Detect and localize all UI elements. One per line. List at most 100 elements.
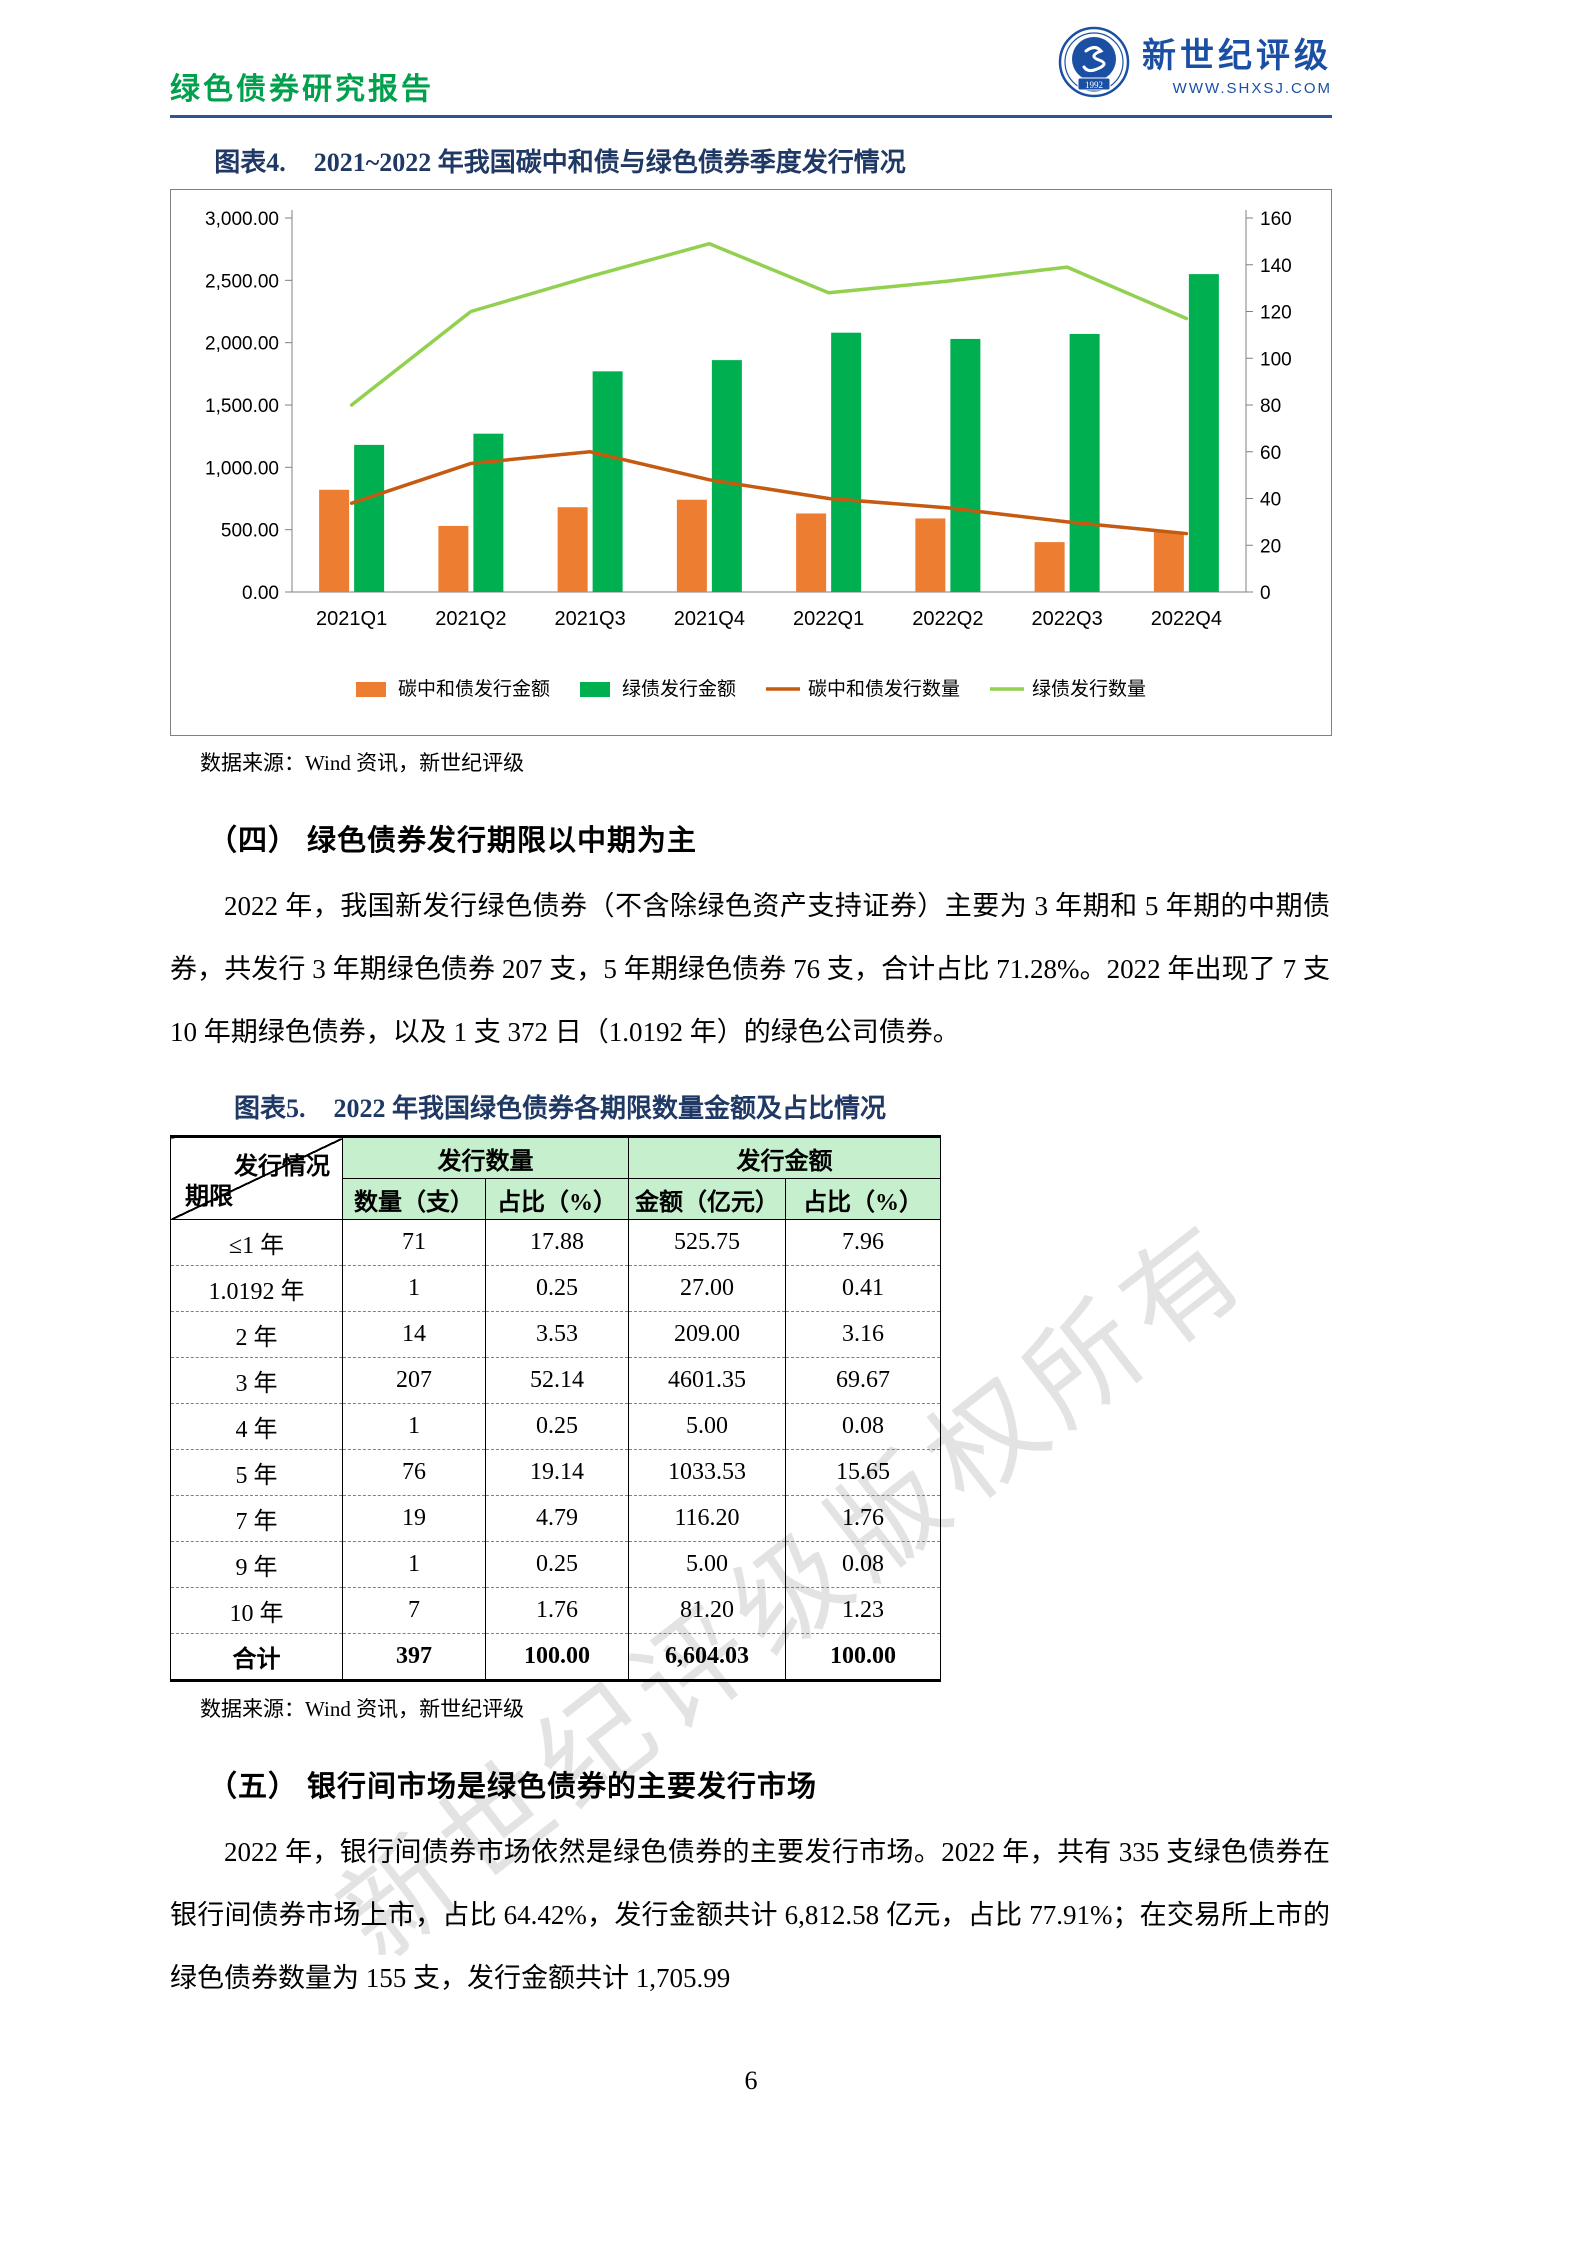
svg-text:2,500.00: 2,500.00: [205, 271, 279, 292]
value-cell: 15.65: [785, 1449, 941, 1496]
section4-paragraph: 2022 年，我国新发行绿色债券（不含除绿色资产支持证券）主要为 3 年期和 5…: [170, 891, 1330, 1047]
value-cell: 0.25: [485, 1541, 629, 1588]
value-cell: 100.00: [485, 1633, 629, 1681]
value-cell: 17.88: [485, 1219, 629, 1266]
svg-text:绿债发行金额: 绿债发行金额: [622, 678, 736, 700]
logo-company-name: 新世纪评级: [1142, 37, 1332, 75]
figure4-chart: 0.00 500.00 1,000.00 1,500.00 2,000.00 2,500.…: [170, 189, 1332, 736]
value-cell: 4601.35: [628, 1357, 786, 1404]
corner-label-term: 期限: [185, 1184, 233, 1210]
svg-text:40: 40: [1260, 490, 1281, 511]
value-cell: 0.25: [485, 1403, 629, 1450]
value-cell: 52.14: [485, 1357, 629, 1404]
value-cell: 0.08: [785, 1403, 941, 1450]
term-label-cell: 10 年: [170, 1587, 343, 1634]
subheader-count: 数量（支）: [342, 1178, 486, 1220]
group-header-count: 发行数量: [342, 1136, 629, 1179]
chart-lines: [349, 241, 1189, 536]
table-group-header-row: 发行情况 期限 发行数量 发行金额: [170, 1136, 941, 1220]
svg-text:0.00: 0.00: [242, 583, 279, 604]
value-cell: 69.67: [785, 1357, 941, 1404]
value-cell: 14: [342, 1311, 486, 1358]
figure5-source: 数据来源：Wind 资讯，新世纪评级: [200, 1697, 525, 1721]
term-label-cell: 合计: [170, 1633, 343, 1681]
value-cell: 1.76: [785, 1495, 941, 1542]
figure5-label: 图表5.: [233, 1094, 306, 1123]
figure4-chart-svg: 0.00 500.00 1,000.00 1,500.00 2,000.00 2,500.…: [205, 209, 1292, 700]
svg-text:80: 80: [1260, 396, 1281, 417]
value-cell: 3.16: [785, 1311, 941, 1358]
figure5-table: 发行情况 期限 发行数量 发行金额 数量（支） 占比（%） 金额（亿元） 占比（…: [170, 1135, 941, 1682]
section5-heading: （五） 银行间市场是绿色债券的主要发行市场: [208, 1771, 818, 1803]
svg-text:碳中和债发行金额: 碳中和债发行金额: [398, 678, 550, 700]
svg-text:2022Q1: 2022Q1: [793, 608, 864, 630]
term-label-cell: 2 年: [170, 1311, 343, 1358]
svg-text:2021Q2: 2021Q2: [435, 608, 506, 630]
value-cell: 0.25: [485, 1265, 629, 1312]
table-row: 合计 397 100.00 6,604.03 100.00: [170, 1633, 941, 1681]
svg-text:100: 100: [1260, 349, 1292, 370]
value-cell: 397: [342, 1633, 486, 1681]
logo-website: WWW.SHXSJ.COM: [1172, 79, 1332, 97]
figure4-label: 图表4.: [214, 148, 286, 177]
table-row: 10 年 7 1.76 81.20 1.23: [170, 1587, 941, 1634]
table-row: 3 年 207 52.14 4601.35 69.67: [170, 1357, 941, 1404]
svg-text:2021Q1: 2021Q1: [316, 608, 387, 630]
logo-emblem-icon: 1992: [1058, 26, 1130, 98]
figure4-title: 图表4. 2021~2022 年我国碳中和债与绿色债券季度发行情况: [170, 142, 950, 179]
svg-text:2022Q4: 2022Q4: [1151, 608, 1222, 630]
page-content: 绿色债券研究报告 1992 新世纪评级 WWW.SHXSJ.COM 图表4. 20…: [170, 0, 1332, 2010]
svg-text:2,000.00: 2,000.00: [205, 334, 279, 355]
group-header-amount: 发行金额: [628, 1136, 941, 1179]
corner-label-issuance: 发行情况: [234, 1154, 330, 1180]
table-row: 1.0192 年 1 0.25 27.00 0.41: [170, 1265, 941, 1312]
value-cell: 1.23: [785, 1587, 941, 1634]
term-label-cell: 4 年: [170, 1403, 343, 1450]
value-cell: 71: [342, 1219, 486, 1266]
table-row: 2 年 14 3.53 209.00 3.16: [170, 1311, 941, 1358]
table-row: 4 年 1 0.25 5.00 0.08: [170, 1403, 941, 1450]
value-cell: 0.08: [785, 1541, 941, 1588]
value-cell: 27.00: [628, 1265, 786, 1312]
table-corner-cell: 发行情况 期限: [170, 1136, 343, 1220]
term-label-cell: ≤1 年: [170, 1219, 343, 1266]
svg-text:1,000.00: 1,000.00: [205, 458, 279, 479]
table-row: 5 年 76 19.14 1033.53 15.65: [170, 1449, 941, 1496]
logo-year: 1992: [1085, 80, 1103, 90]
value-cell: 5.00: [628, 1541, 786, 1588]
value-cell: 1: [342, 1265, 486, 1312]
figure5-title-text: 2022 年我国绿色债券各期限数量金额及占比情况: [333, 1094, 887, 1123]
page-number: 6: [744, 2066, 758, 2095]
legend-item: 绿债发行数量: [990, 678, 1146, 700]
value-cell: 1033.53: [628, 1449, 786, 1496]
logo-text-block: 新世纪评级 WWW.SHXSJ.COM: [1142, 28, 1332, 97]
section4-heading: （四） 绿色债券发行期限以中期为主: [208, 825, 698, 857]
svg-text:2021Q3: 2021Q3: [555, 608, 626, 630]
term-label-cell: 1.0192 年: [170, 1265, 343, 1312]
value-cell: 6,604.03: [628, 1633, 786, 1681]
chart-legend: 碳中和债发行金额 绿债发行金额 碳中和债发行数量 绿债发行数量: [356, 678, 1146, 700]
value-cell: 19: [342, 1495, 486, 1542]
value-cell: 7.96: [785, 1219, 941, 1266]
svg-text:120: 120: [1260, 303, 1292, 324]
value-cell: 116.20: [628, 1495, 786, 1542]
svg-text:碳中和债发行数量: 碳中和债发行数量: [808, 678, 960, 700]
value-cell: 1.76: [485, 1587, 629, 1634]
value-cell: 19.14: [485, 1449, 629, 1496]
svg-text:20: 20: [1260, 536, 1281, 557]
svg-text:140: 140: [1260, 256, 1292, 277]
subheader-amount: 金额（亿元）: [628, 1178, 786, 1220]
header-divider: [170, 115, 1332, 118]
value-cell: 5.00: [628, 1403, 786, 1450]
figure4-title-text: 2021~2022 年我国碳中和债与绿色债券季度发行情况: [313, 148, 906, 177]
svg-text:0: 0: [1260, 583, 1271, 604]
subheader-amount-pct: 占比（%）: [785, 1178, 941, 1220]
value-cell: 7: [342, 1587, 486, 1634]
value-cell: 81.20: [628, 1587, 786, 1634]
value-cell: 1: [342, 1541, 486, 1588]
table-row: 9 年 1 0.25 5.00 0.08: [170, 1541, 941, 1588]
legend-item: 碳中和债发行数量: [766, 678, 960, 700]
table-row: 7 年 19 4.79 116.20 1.76: [170, 1495, 941, 1542]
term-label-cell: 9 年: [170, 1541, 343, 1588]
term-label-cell: 5 年: [170, 1449, 343, 1496]
